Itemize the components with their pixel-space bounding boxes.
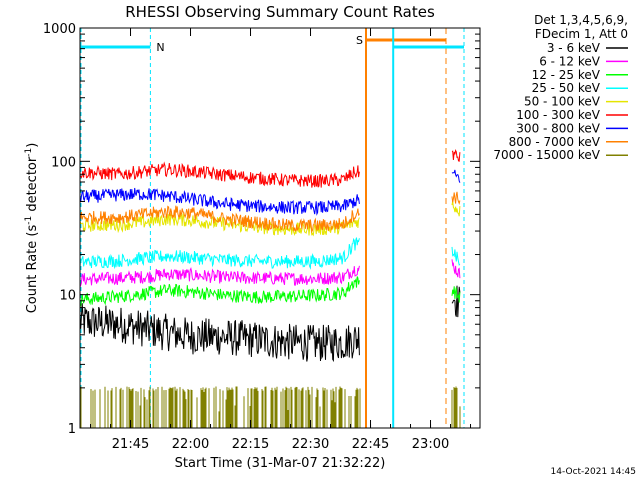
legend-label: 6 - 12 keV: [539, 54, 601, 68]
series-800-7000-keV-line: [79, 205, 360, 234]
legend-label: 7000 - 15000 keV: [493, 148, 600, 162]
legend-header-line-2: FDecim 1, Att 0: [535, 27, 628, 41]
legend-label: 25 - 50 keV: [532, 81, 601, 95]
x-tick-label: 21:45: [112, 437, 149, 452]
annotation-night: N: [156, 41, 164, 54]
x-tick-label: 23:00: [412, 437, 449, 452]
series-6-12-keV-line: [451, 259, 461, 279]
legend-label: 100 - 300 keV: [516, 108, 600, 122]
series-100-300-keV-line: [451, 149, 461, 162]
plot-area: NS: [79, 28, 465, 428]
y-axis-label-end: ): [25, 143, 40, 148]
series-3-6-keV-line: [79, 303, 360, 363]
series-25-50-keV-line: [79, 237, 360, 270]
x-tick-label: 22:00: [172, 437, 209, 452]
series-12-25-keV-line: [451, 286, 461, 303]
x-axis-label: Start Time (31-Mar-07 21:32:22): [175, 456, 386, 471]
y-axis-label-mid: detector: [25, 156, 40, 216]
y-tick-label: 1000: [43, 22, 76, 37]
legend-header-line-1: Det 1,3,4,5,6,9,: [534, 13, 628, 27]
chart-title: RHESSI Observing Summary Count Rates: [125, 3, 435, 21]
legend-label: 3 - 6 keV: [547, 41, 601, 55]
legend-label: 300 - 800 keV: [516, 121, 600, 135]
series-300-800-keV-line: [79, 187, 360, 216]
y-tick-label: 10: [59, 289, 76, 304]
series-300-800-keV-line: [451, 169, 461, 183]
series-12-25-keV-line: [79, 276, 360, 307]
x-tick-label: 22:15: [232, 437, 269, 452]
timestamp: 14-Oct-2021 14:45: [551, 467, 636, 477]
legend-label: 800 - 7000 keV: [509, 135, 601, 149]
y-axis-label-sup2: -1: [24, 148, 34, 157]
y-axis-label-main: Count Rate (s: [25, 225, 40, 314]
annotation-saa: S: [356, 34, 363, 47]
y-axis-label: Count Rate (s-1 detector-1): [24, 143, 40, 314]
y-tick-label: 100: [51, 155, 76, 170]
y-axis-label-sup1: -1: [24, 216, 34, 225]
x-tick-label: 22:30: [292, 437, 329, 452]
series-50-100-keV-line: [451, 201, 461, 217]
series-100-300-keV-line: [79, 161, 360, 188]
y-tick-label: 1: [68, 422, 76, 437]
legend-label: 50 - 100 keV: [524, 95, 601, 109]
axes: 21:45 22:00 22:15 22:30 22:45 23:00 1 10 100 1000: [43, 22, 480, 452]
x-tick-label: 22:45: [352, 437, 389, 452]
series-800-7000-keV-line: [451, 191, 461, 205]
series-25-50-keV-line: [451, 246, 461, 266]
legend-label: 12 - 25 keV: [532, 68, 601, 82]
plot-frame: [79, 27, 481, 429]
series-50-100-keV-line: [79, 213, 360, 237]
series-6-12-keV-line: [79, 265, 360, 287]
